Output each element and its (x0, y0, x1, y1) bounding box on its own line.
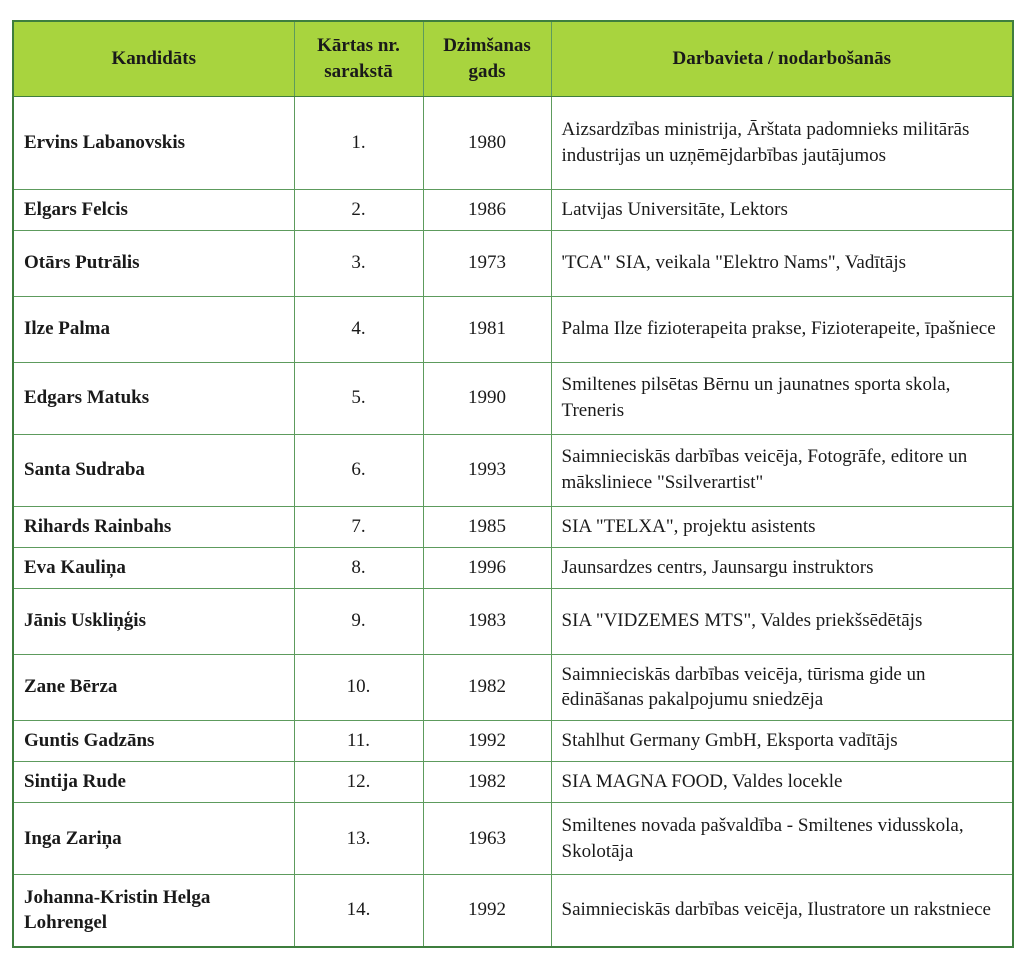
table-row: Elgars Felcis 2. 1986 Latvijas Universit… (12, 188, 1014, 231)
cell-birth-year: 1980 (422, 95, 552, 190)
cell-list-number: 1. (293, 95, 424, 190)
cell-candidate-name: Eva Kauliņa (12, 546, 295, 589)
cell-birth-year: 1992 (422, 874, 552, 948)
cell-birth-year: 1982 (422, 761, 552, 804)
cell-birth-year: 1996 (422, 546, 552, 589)
table-row: Zane Bērza 10. 1982 Saimnieciskās darbīb… (12, 653, 1014, 722)
cell-candidate-name: Ervins Labanovskis (12, 95, 295, 190)
table-row: Inga Zariņa 13. 1963 Smiltenes novada pa… (12, 802, 1014, 876)
cell-occupation: 'TCA" SIA, veikala "Elektro Nams", Vadīt… (550, 229, 1014, 297)
cell-occupation: SIA "TELXA", projektu asistents (550, 505, 1014, 548)
cell-birth-year: 1985 (422, 505, 552, 548)
table-row: Jānis Uskliņģis 9. 1983 SIA "VIDZEMES MT… (12, 587, 1014, 655)
cell-list-number: 8. (293, 546, 424, 589)
col-header-birth-year: Dzimšanas gads (422, 20, 552, 97)
cell-list-number: 5. (293, 361, 424, 435)
cell-list-number: 6. (293, 433, 424, 507)
table-row: Ervins Labanovskis 1. 1980 Aizsardzības … (12, 95, 1014, 190)
cell-occupation: Jaunsardzes centrs, Jaunsargu instruktor… (550, 546, 1014, 589)
candidate-table: Kandidāts Kārtas nr. sarakstā Dzimšanas … (12, 20, 1014, 948)
cell-list-number: 14. (293, 874, 424, 948)
table-header: Kandidāts Kārtas nr. sarakstā Dzimšanas … (12, 20, 1014, 97)
cell-occupation: Stahlhut Germany GmbH, Eksporta vadītājs (550, 720, 1014, 763)
cell-candidate-name: Elgars Felcis (12, 188, 295, 231)
cell-occupation: Aizsardzības ministrija, Ārštata padomni… (550, 95, 1014, 190)
cell-birth-year: 1990 (422, 361, 552, 435)
candidate-table-container: Kandidāts Kārtas nr. sarakstā Dzimšanas … (12, 20, 1014, 948)
cell-birth-year: 1973 (422, 229, 552, 297)
cell-occupation: SIA MAGNA FOOD, Valdes locekle (550, 761, 1014, 804)
cell-occupation: SIA "VIDZEMES MTS", Valdes priekšsēdētāj… (550, 587, 1014, 655)
cell-candidate-name: Sintija Rude (12, 761, 295, 804)
table-row: Sintija Rude 12. 1982 SIA MAGNA FOOD, Va… (12, 761, 1014, 804)
cell-list-number: 4. (293, 295, 424, 363)
cell-occupation: Saimnieciskās darbības veicēja, tūrisma … (550, 653, 1014, 722)
table-row: Edgars Matuks 5. 1990 Smiltenes pilsētas… (12, 361, 1014, 435)
cell-candidate-name: Inga Zariņa (12, 802, 295, 876)
cell-list-number: 3. (293, 229, 424, 297)
table-row: Guntis Gadzāns 11. 1992 Stahlhut Germany… (12, 720, 1014, 763)
col-header-list-number: Kārtas nr. sarakstā (293, 20, 424, 97)
table-row: Johanna-Kristin Helga Lohrengel 14. 1992… (12, 874, 1014, 948)
cell-list-number: 13. (293, 802, 424, 876)
table-row: Eva Kauliņa 8. 1996 Jaunsardzes centrs, … (12, 546, 1014, 589)
cell-candidate-name: Guntis Gadzāns (12, 720, 295, 763)
cell-list-number: 2. (293, 188, 424, 231)
cell-list-number: 12. (293, 761, 424, 804)
table-row: Otārs Putrālis 3. 1973 'TCA" SIA, veikal… (12, 229, 1014, 297)
cell-occupation: Saimnieciskās darbības veicēja, Fotogrāf… (550, 433, 1014, 507)
cell-list-number: 10. (293, 653, 424, 722)
cell-candidate-name: Johanna-Kristin Helga Lohrengel (12, 874, 295, 948)
table-row: Santa Sudraba 6. 1993 Saimnieciskās darb… (12, 433, 1014, 507)
cell-occupation: Smiltenes pilsētas Bērnu un jaunatnes sp… (550, 361, 1014, 435)
table-row: Rihards Rainbahs 7. 1985 SIA "TELXA", pr… (12, 505, 1014, 548)
cell-birth-year: 1992 (422, 720, 552, 763)
cell-birth-year: 1982 (422, 653, 552, 722)
cell-birth-year: 1993 (422, 433, 552, 507)
table-body: Ervins Labanovskis 1. 1980 Aizsardzības … (12, 95, 1014, 948)
cell-list-number: 9. (293, 587, 424, 655)
header-row: Kandidāts Kārtas nr. sarakstā Dzimšanas … (12, 20, 1014, 97)
cell-list-number: 11. (293, 720, 424, 763)
cell-occupation: Latvijas Universitāte, Lektors (550, 188, 1014, 231)
cell-occupation: Smiltenes novada pašvaldība - Smiltenes … (550, 802, 1014, 876)
cell-birth-year: 1986 (422, 188, 552, 231)
col-header-candidate: Kandidāts (12, 20, 295, 97)
cell-candidate-name: Edgars Matuks (12, 361, 295, 435)
cell-birth-year: 1963 (422, 802, 552, 876)
cell-candidate-name: Otārs Putrālis (12, 229, 295, 297)
cell-candidate-name: Ilze Palma (12, 295, 295, 363)
cell-candidate-name: Zane Bērza (12, 653, 295, 722)
col-header-occupation: Darbavieta / nodarbošanās (550, 20, 1014, 97)
cell-birth-year: 1981 (422, 295, 552, 363)
cell-occupation: Saimnieciskās darbības veicēja, Ilustrat… (550, 874, 1014, 948)
cell-candidate-name: Jānis Uskliņģis (12, 587, 295, 655)
table-row: Ilze Palma 4. 1981 Palma Ilze fizioterap… (12, 295, 1014, 363)
cell-list-number: 7. (293, 505, 424, 548)
cell-occupation: Palma Ilze fizioterapeita prakse, Fiziot… (550, 295, 1014, 363)
cell-birth-year: 1983 (422, 587, 552, 655)
cell-candidate-name: Rihards Rainbahs (12, 505, 295, 548)
cell-candidate-name: Santa Sudraba (12, 433, 295, 507)
